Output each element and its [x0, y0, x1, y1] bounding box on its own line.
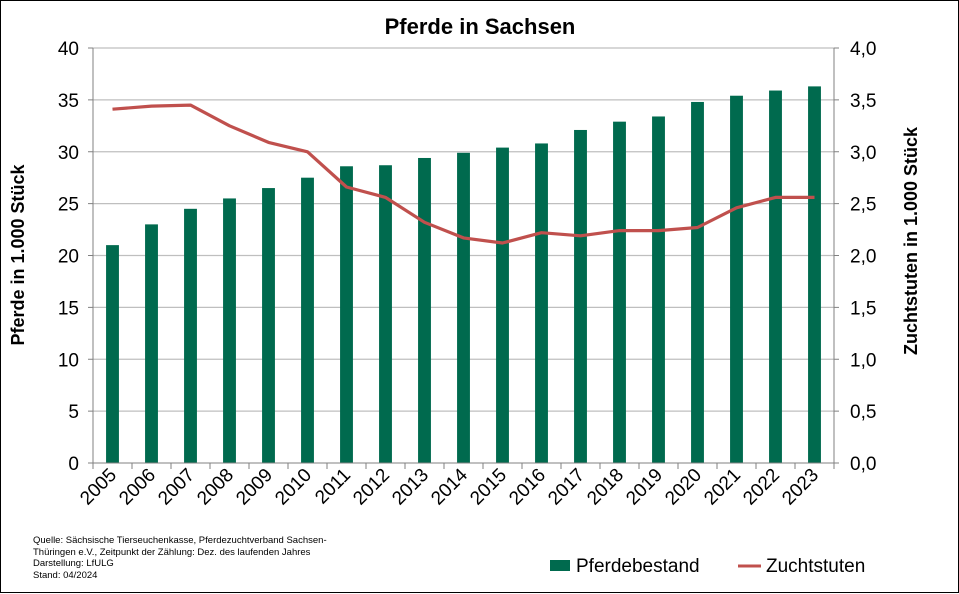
y-tick-label: 20	[58, 247, 79, 268]
y-tick-label: 15	[58, 298, 79, 319]
bar	[535, 143, 548, 463]
y2-tick-label: 2,0	[850, 247, 876, 268]
bar	[106, 245, 119, 463]
y2-tick-label: 4,0	[850, 39, 876, 60]
legend-label-bar: Pferdebestand	[576, 556, 700, 577]
legend-swatch-bar	[550, 560, 570, 571]
x-tick-label: 2005	[76, 465, 121, 510]
y-axis-label: Pferde in 1.000 Stück	[8, 163, 28, 345]
chart-title: Pferde in Sachsen	[385, 14, 576, 39]
x-tick-label: 2014	[427, 464, 472, 509]
y2-tick-label: 0,0	[850, 454, 876, 475]
x-tick-label: 2023	[778, 465, 823, 510]
bar	[496, 147, 509, 463]
y2-tick-label: 1,0	[850, 350, 876, 371]
source-line: Thüringen e.V., Zeitpunkt der Zählung: D…	[33, 546, 311, 558]
x-tick-label: 2022	[739, 465, 784, 510]
x-tick-label: 2008	[193, 465, 238, 510]
bar	[457, 152, 470, 463]
y2-tick-label: 3,0	[850, 143, 876, 164]
source-line: Quelle: Sächsische Tierseuchenkasse, Pfe…	[33, 535, 327, 546]
x-tick-label: 2009	[232, 465, 277, 510]
x-tick-label: 2015	[466, 465, 511, 510]
bar	[418, 157, 431, 463]
y-tick-label: 5	[68, 402, 79, 423]
x-tick-label: 2016	[505, 465, 550, 510]
x-tick-label: 2019	[622, 465, 667, 510]
source-line: Darstellung: LfULG	[33, 558, 114, 569]
x-tick-label: 2006	[115, 465, 160, 510]
bar	[808, 86, 821, 463]
x-tick-label: 2017	[544, 465, 589, 510]
bar	[574, 129, 587, 463]
bar	[262, 188, 275, 463]
x-tick-label: 2020	[661, 465, 706, 510]
y-tick-label: 30	[58, 143, 79, 164]
legend-label-line: Zuchtstuten	[766, 556, 865, 577]
y2-axis-label: Zuchtstuten in 1.000 Stück	[901, 126, 921, 355]
y2-tick-label: 3,5	[850, 91, 876, 112]
y2-tick-label: 2,5	[850, 195, 876, 216]
x-tick-label: 2021	[700, 465, 745, 510]
x-tick-label: 2012	[349, 465, 394, 510]
y-tick-label: 0	[68, 454, 79, 475]
bar	[340, 166, 353, 463]
y-tick-label: 35	[58, 91, 79, 112]
y-tick-label: 25	[58, 195, 79, 216]
bar	[301, 177, 314, 463]
source-note: Quelle: Sächsische Tierseuchenkasse, Pfe…	[33, 535, 327, 581]
x-tick-label: 2010	[271, 465, 316, 510]
x-tick-label: 2013	[388, 465, 433, 510]
bar	[145, 224, 158, 463]
legend: Pferdebestand Zuchtstuten	[550, 556, 865, 577]
bar	[223, 198, 236, 463]
bar	[769, 90, 782, 463]
x-tick-label: 2018	[583, 465, 628, 510]
x-tick-label: 2007	[154, 465, 199, 510]
x-tick-label: 2011	[311, 465, 355, 509]
y-tick-label: 40	[58, 39, 79, 60]
bar	[652, 116, 665, 463]
bar	[613, 121, 626, 463]
bar	[379, 165, 392, 464]
bar	[184, 208, 197, 463]
bar	[730, 95, 743, 463]
y2-tick-label: 0,5	[850, 402, 876, 423]
y2-tick-label: 1,5	[850, 298, 876, 319]
source-line: Stand: 04/2024	[33, 569, 98, 581]
y-tick-label: 10	[58, 350, 79, 371]
bar	[691, 101, 704, 463]
line-series-zuchtstuten	[112, 103, 815, 245]
